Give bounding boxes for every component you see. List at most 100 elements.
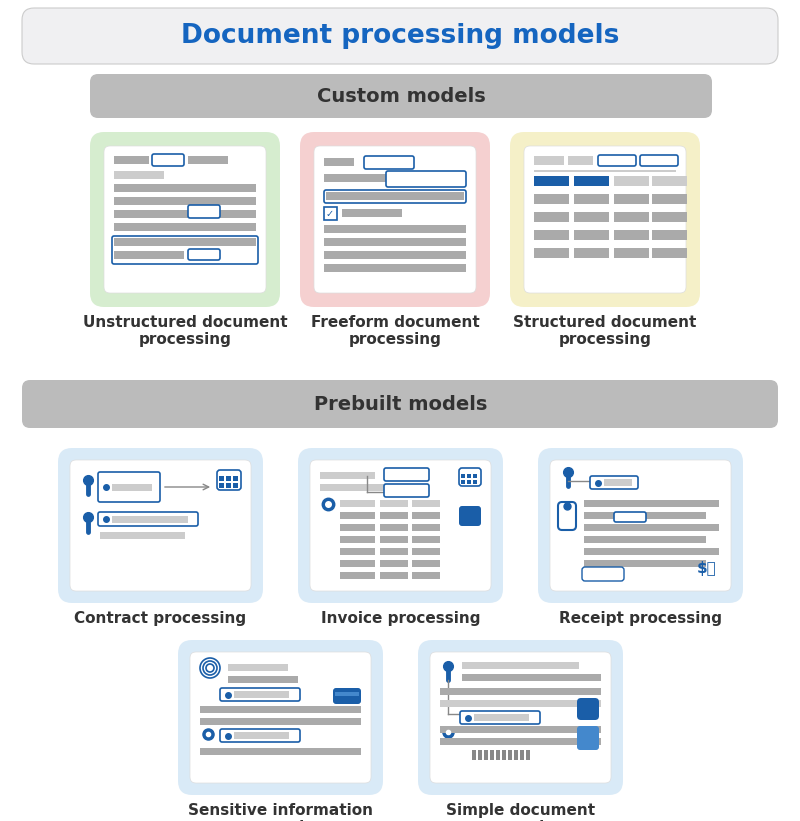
Bar [526,750,530,760]
Bar [461,480,465,484]
Bar [114,156,149,164]
FancyBboxPatch shape [386,171,466,187]
Bar [320,484,410,491]
FancyBboxPatch shape [188,249,220,260]
Bar [112,516,188,523]
Bar [652,212,687,222]
FancyBboxPatch shape [640,155,678,166]
FancyBboxPatch shape [188,205,220,218]
FancyBboxPatch shape [384,484,429,497]
FancyBboxPatch shape [310,460,491,591]
Bar [114,210,256,218]
Bar [380,560,408,567]
Bar [484,750,488,760]
FancyBboxPatch shape [614,512,646,522]
Text: Document processing models: Document processing models [181,23,619,49]
Bar [534,230,569,240]
Bar [584,536,706,543]
Bar [324,207,337,220]
Bar [412,500,440,507]
FancyBboxPatch shape [550,460,731,591]
Bar [652,176,687,186]
Bar [478,750,482,760]
Bar [534,176,569,186]
Bar [340,572,375,579]
Text: Prebuilt models: Prebuilt models [314,395,488,414]
Bar [226,483,231,488]
Bar [412,572,440,579]
Bar [412,512,440,519]
Bar [574,176,609,186]
FancyBboxPatch shape [217,470,241,490]
Bar [219,476,224,481]
Text: Unstructured document
processing: Unstructured document processing [82,315,287,347]
Bar [467,480,471,484]
Bar [100,532,185,539]
FancyBboxPatch shape [577,698,599,720]
Bar [114,184,256,192]
Bar [340,500,375,507]
Bar [114,197,256,205]
Bar [472,750,476,760]
Bar [534,212,569,222]
Bar [200,748,361,755]
FancyBboxPatch shape [590,476,638,489]
Bar [324,158,354,166]
Bar [342,209,402,217]
Bar [219,483,224,488]
Bar [568,156,593,165]
FancyBboxPatch shape [112,236,258,264]
Bar [534,156,564,165]
Bar [412,524,440,531]
Bar [380,524,408,531]
Text: Contract processing: Contract processing [74,611,246,626]
FancyBboxPatch shape [558,502,576,530]
Bar [440,726,601,733]
Bar [614,176,649,186]
Bar [324,264,466,272]
Bar [652,194,687,204]
FancyBboxPatch shape [577,726,599,750]
FancyBboxPatch shape [324,190,466,203]
Bar [534,194,569,204]
FancyBboxPatch shape [98,472,160,502]
Bar [473,480,477,484]
Bar [574,230,609,240]
Text: Custom models: Custom models [317,86,486,106]
FancyBboxPatch shape [70,460,251,591]
Bar [462,662,579,669]
Bar [380,500,408,507]
FancyBboxPatch shape [598,155,636,166]
FancyBboxPatch shape [333,688,361,704]
Bar [490,750,494,760]
FancyBboxPatch shape [22,380,778,428]
FancyBboxPatch shape [90,74,712,118]
Text: ✓: ✓ [326,209,334,219]
Bar [340,512,375,519]
FancyBboxPatch shape [22,8,778,64]
Bar [614,194,649,204]
Bar [340,524,375,531]
FancyBboxPatch shape [418,640,623,795]
FancyBboxPatch shape [430,652,611,783]
Bar [652,248,687,258]
Bar [496,750,500,760]
FancyBboxPatch shape [460,711,540,724]
Bar [584,560,706,567]
Bar [320,472,375,479]
Bar [340,548,375,555]
Bar [234,691,289,698]
Bar [574,248,609,258]
Bar [614,248,649,258]
Bar [584,512,706,519]
Bar [100,486,145,493]
FancyBboxPatch shape [104,146,266,293]
FancyBboxPatch shape [384,468,429,481]
Text: Freeform document
processing: Freeform document processing [310,315,479,347]
Bar [520,750,524,760]
Bar [380,572,408,579]
Bar [340,560,375,567]
Bar [324,238,466,246]
Bar [508,750,512,760]
Bar [440,700,601,707]
